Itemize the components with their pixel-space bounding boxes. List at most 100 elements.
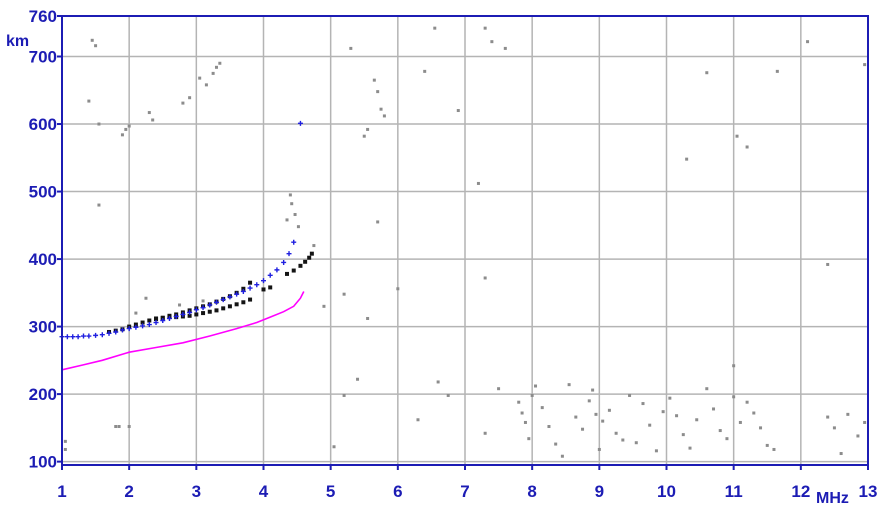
noise-point — [641, 402, 645, 406]
noise-point — [290, 202, 294, 206]
noise-point — [117, 425, 121, 429]
trace-point — [241, 300, 246, 305]
noise-point — [214, 65, 218, 69]
noise-point — [322, 304, 326, 308]
noise-point — [705, 387, 709, 391]
noise-point — [732, 395, 736, 399]
trace-point — [285, 271, 290, 276]
noise-point — [120, 133, 124, 137]
noise-point — [597, 447, 601, 451]
series-magenta-line — [61, 291, 305, 371]
noise-point — [396, 287, 400, 291]
noise-point — [416, 418, 420, 422]
noise-point — [560, 454, 564, 458]
noise-point — [288, 193, 292, 197]
noise-point — [685, 157, 689, 161]
noise-point — [366, 127, 370, 131]
noise-point — [114, 425, 118, 429]
noise-point — [127, 124, 131, 128]
trace-point — [234, 302, 239, 307]
noise-point — [675, 414, 679, 418]
x-tick-label: 5 — [326, 482, 335, 501]
trace-point — [309, 251, 314, 256]
x-tick-label: 3 — [192, 482, 201, 501]
noise-point — [765, 443, 769, 447]
blue-point — [119, 327, 125, 333]
noise-point — [124, 127, 128, 131]
noise-point — [211, 71, 215, 75]
blue-point — [187, 309, 193, 315]
noise-point — [527, 437, 531, 441]
noise-point — [581, 427, 585, 431]
blue-point — [75, 334, 81, 340]
trace-point — [147, 318, 152, 323]
y-tick-label: 600 — [29, 115, 57, 134]
noise-point — [97, 203, 101, 207]
noise-point — [668, 396, 672, 400]
blue-point — [99, 332, 105, 338]
noise-point — [863, 63, 867, 67]
noise-point — [745, 400, 749, 404]
blue-point — [153, 320, 159, 326]
trace-point — [261, 287, 266, 292]
noise-point — [285, 218, 289, 222]
y-tick-label: 100 — [29, 453, 57, 472]
noise-point — [94, 44, 98, 48]
x-tick-label: 11 — [725, 482, 743, 501]
noise-point — [198, 76, 202, 80]
trace-point — [248, 280, 253, 285]
noise-point — [433, 26, 437, 30]
blue-point — [297, 120, 303, 126]
trace-point — [298, 263, 303, 268]
noise-point — [497, 387, 501, 391]
noise-point — [366, 316, 370, 320]
blue-point — [180, 311, 186, 317]
noise-point — [376, 220, 380, 224]
noise-point — [654, 449, 658, 453]
noise-point — [490, 40, 494, 44]
blue-point — [267, 272, 273, 278]
blue-point — [200, 305, 206, 311]
trace-point — [133, 322, 138, 327]
noise-point — [476, 181, 480, 185]
blue-point — [240, 288, 246, 294]
noise-point — [832, 426, 836, 430]
trace-point — [187, 313, 192, 318]
blue-point — [146, 322, 152, 328]
blue-point — [80, 333, 86, 339]
noise-point — [688, 446, 692, 450]
noise-point — [517, 400, 521, 404]
blue-point — [207, 302, 213, 308]
noise-point — [296, 225, 300, 229]
blue-point — [234, 291, 240, 297]
blue-point — [106, 330, 112, 336]
noise-point — [97, 122, 101, 126]
noise-point — [134, 311, 138, 315]
noise-point — [520, 411, 524, 415]
noise-point — [752, 411, 756, 415]
blue-point — [281, 259, 287, 265]
noise-point — [534, 384, 538, 388]
trace-point — [221, 306, 226, 311]
x-axis-unit: MHz — [816, 490, 849, 507]
noise-points — [63, 26, 867, 458]
noise-point — [574, 415, 578, 419]
x-tick-label: 10 — [657, 482, 676, 501]
noise-point — [628, 393, 632, 397]
x-tick-label: 6 — [393, 482, 402, 501]
x-tick-label: 13 — [859, 482, 878, 501]
y-tick-label: 760 — [29, 7, 57, 26]
x-tick-label: 4 — [259, 482, 269, 501]
noise-point — [181, 101, 185, 105]
noise-point — [826, 415, 830, 419]
series-blue-plus — [59, 120, 303, 340]
trace-point — [307, 255, 312, 260]
y-tick-label: 400 — [29, 250, 57, 269]
noise-point — [293, 213, 297, 217]
noise-point — [732, 364, 736, 368]
noise-point — [503, 46, 507, 50]
noise-point — [712, 407, 716, 411]
blue-point — [126, 326, 132, 332]
blue-point — [274, 267, 280, 273]
noise-point — [63, 447, 67, 451]
